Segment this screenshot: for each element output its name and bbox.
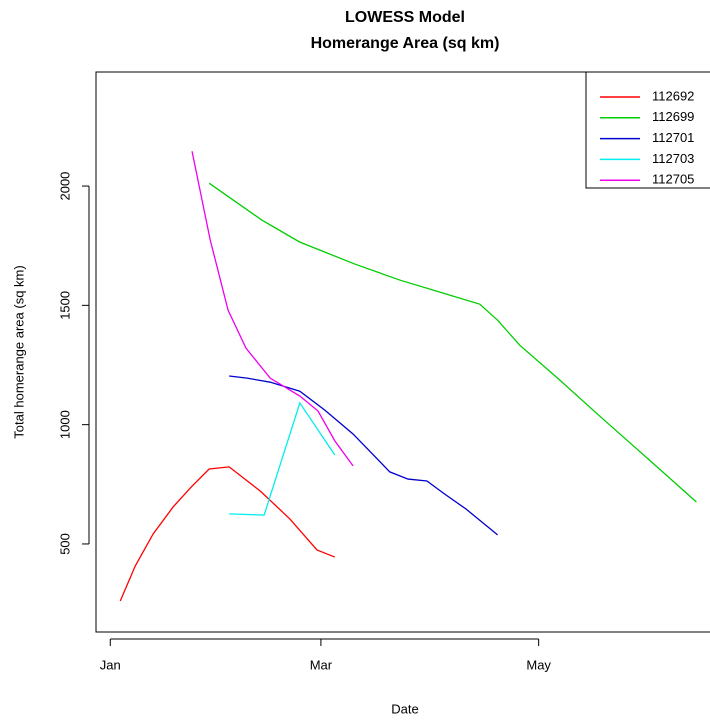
y-axis-label: Total homerange area (sq km) [11, 265, 26, 438]
legend-label: 112699 [652, 109, 694, 124]
series-line [119, 466, 336, 602]
x-tick-label: Jan [100, 657, 121, 672]
chart-subtitle: Homerange Area (sq km) [311, 35, 500, 52]
chart-title: LOWESS Model [345, 9, 465, 26]
y-tick-label: 2000 [57, 172, 72, 201]
series-line [229, 401, 336, 516]
legend-box [585, 71, 710, 189]
legend-label: 112692 [652, 88, 694, 103]
x-tick-label: May [526, 657, 551, 672]
y-tick-label: 500 [57, 533, 72, 555]
y-tick-label: 1000 [57, 410, 72, 439]
legend-label: 112703 [652, 151, 694, 166]
series-line [229, 375, 499, 536]
x-axis-label: Date [391, 701, 418, 716]
series-line [191, 151, 354, 467]
plot-frame [95, 71, 710, 633]
series-line [208, 182, 697, 503]
legend-label: 112705 [652, 172, 694, 187]
x-tick-label: Mar [310, 657, 333, 672]
legend-label: 112701 [652, 130, 694, 145]
y-tick-label: 1500 [57, 291, 72, 320]
